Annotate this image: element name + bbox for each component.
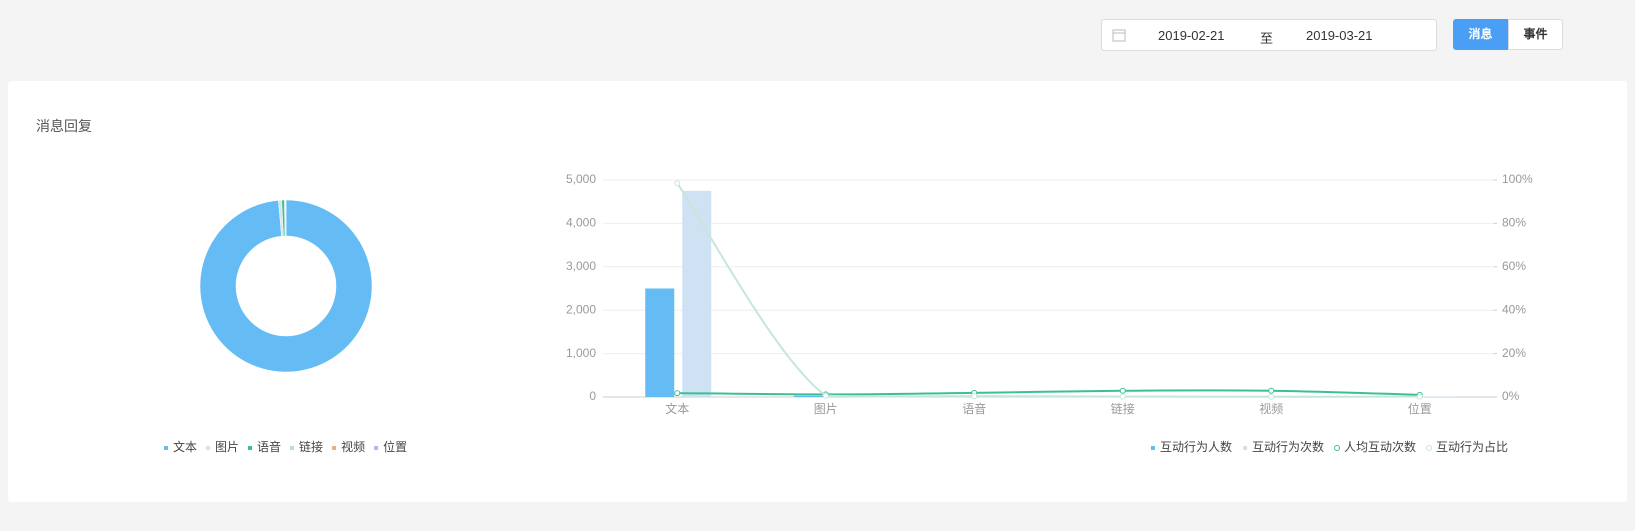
- legend-marker: [290, 446, 295, 450]
- date-start[interactable]: 2019-02-21: [1158, 28, 1225, 43]
- line-point: [1119, 387, 1126, 394]
- pie-slice: [285, 199, 287, 237]
- y2-tick-label: 0%: [1502, 389, 1520, 403]
- pie-slice: [199, 199, 373, 373]
- calendar-icon: [1112, 29, 1126, 42]
- legend-label: 人均互动次数: [1344, 439, 1416, 454]
- bar: [793, 395, 823, 397]
- legend-label: 文本: [173, 439, 197, 454]
- y-tick-label: 3,000: [566, 259, 596, 273]
- legend-marker: [1243, 446, 1248, 450]
- legend-marker: [1426, 445, 1433, 451]
- legend-marker: [1151, 446, 1155, 450]
- y-tick-label: 4,000: [566, 216, 596, 230]
- line-point: [1416, 393, 1423, 400]
- x-tick-label: 图片: [814, 402, 838, 416]
- legend-marker: [374, 446, 379, 450]
- x-tick-label: 链接: [1111, 401, 1135, 416]
- x-tick-label: 视频: [1259, 401, 1283, 416]
- line-point: [971, 393, 978, 400]
- line: [676, 182, 1420, 398]
- line-point: [822, 392, 829, 399]
- line-point: [674, 390, 681, 397]
- legend-label: 视频: [341, 439, 365, 454]
- y-tick-label: 5,000: [566, 172, 596, 186]
- bar: [645, 288, 675, 397]
- x-tick-label: 位置: [1408, 401, 1432, 416]
- legend-marker: [248, 446, 253, 450]
- date-end[interactable]: 2019-03-21: [1306, 28, 1373, 43]
- y-tick-label: 1,000: [566, 346, 596, 360]
- y2-tick-label: 100%: [1502, 172, 1533, 186]
- x-tick-label: 文本: [665, 401, 689, 416]
- x-tick-label: 语音: [962, 401, 986, 416]
- legend-label: 互动行为人数: [1160, 439, 1232, 454]
- y2-tick-label: 40%: [1502, 302, 1526, 316]
- legend-label: 语音: [257, 439, 281, 454]
- y-tick-label: 0: [589, 389, 596, 403]
- card-title: 消息回复: [36, 118, 92, 134]
- y2-tick-label: 80%: [1502, 216, 1526, 230]
- y2-tick-label: 60%: [1502, 259, 1526, 273]
- legend-marker: [332, 446, 337, 450]
- line-point: [1119, 393, 1126, 400]
- line: [677, 389, 1420, 396]
- card: 消息回复: [8, 81, 1627, 502]
- legend-label: 互动行为占比: [1436, 439, 1508, 454]
- line-point: [1268, 387, 1275, 394]
- legend-label: 位置: [383, 439, 407, 454]
- legend-label: 图片: [215, 440, 239, 454]
- bar: [682, 190, 712, 397]
- legend-marker: [206, 446, 211, 450]
- legend-marker: [164, 446, 168, 450]
- legend-marker: [1334, 445, 1341, 451]
- tab[interactable]: 消息: [1453, 19, 1508, 50]
- legend-label: 互动行为次数: [1252, 439, 1324, 454]
- line-point: [1268, 393, 1275, 400]
- y2-tick-label: 20%: [1502, 346, 1526, 360]
- tab-group: 消息 事件: [1453, 19, 1563, 50]
- tab[interactable]: 事件: [1508, 19, 1563, 50]
- date-separator: 至: [1260, 31, 1274, 46]
- y-tick-label: 2,000: [566, 302, 596, 316]
- date-range-picker[interactable]: 2019-02-21 至 2019-03-21: [1101, 19, 1437, 51]
- line-point: [674, 180, 681, 187]
- legend-label: 链接: [299, 439, 323, 454]
